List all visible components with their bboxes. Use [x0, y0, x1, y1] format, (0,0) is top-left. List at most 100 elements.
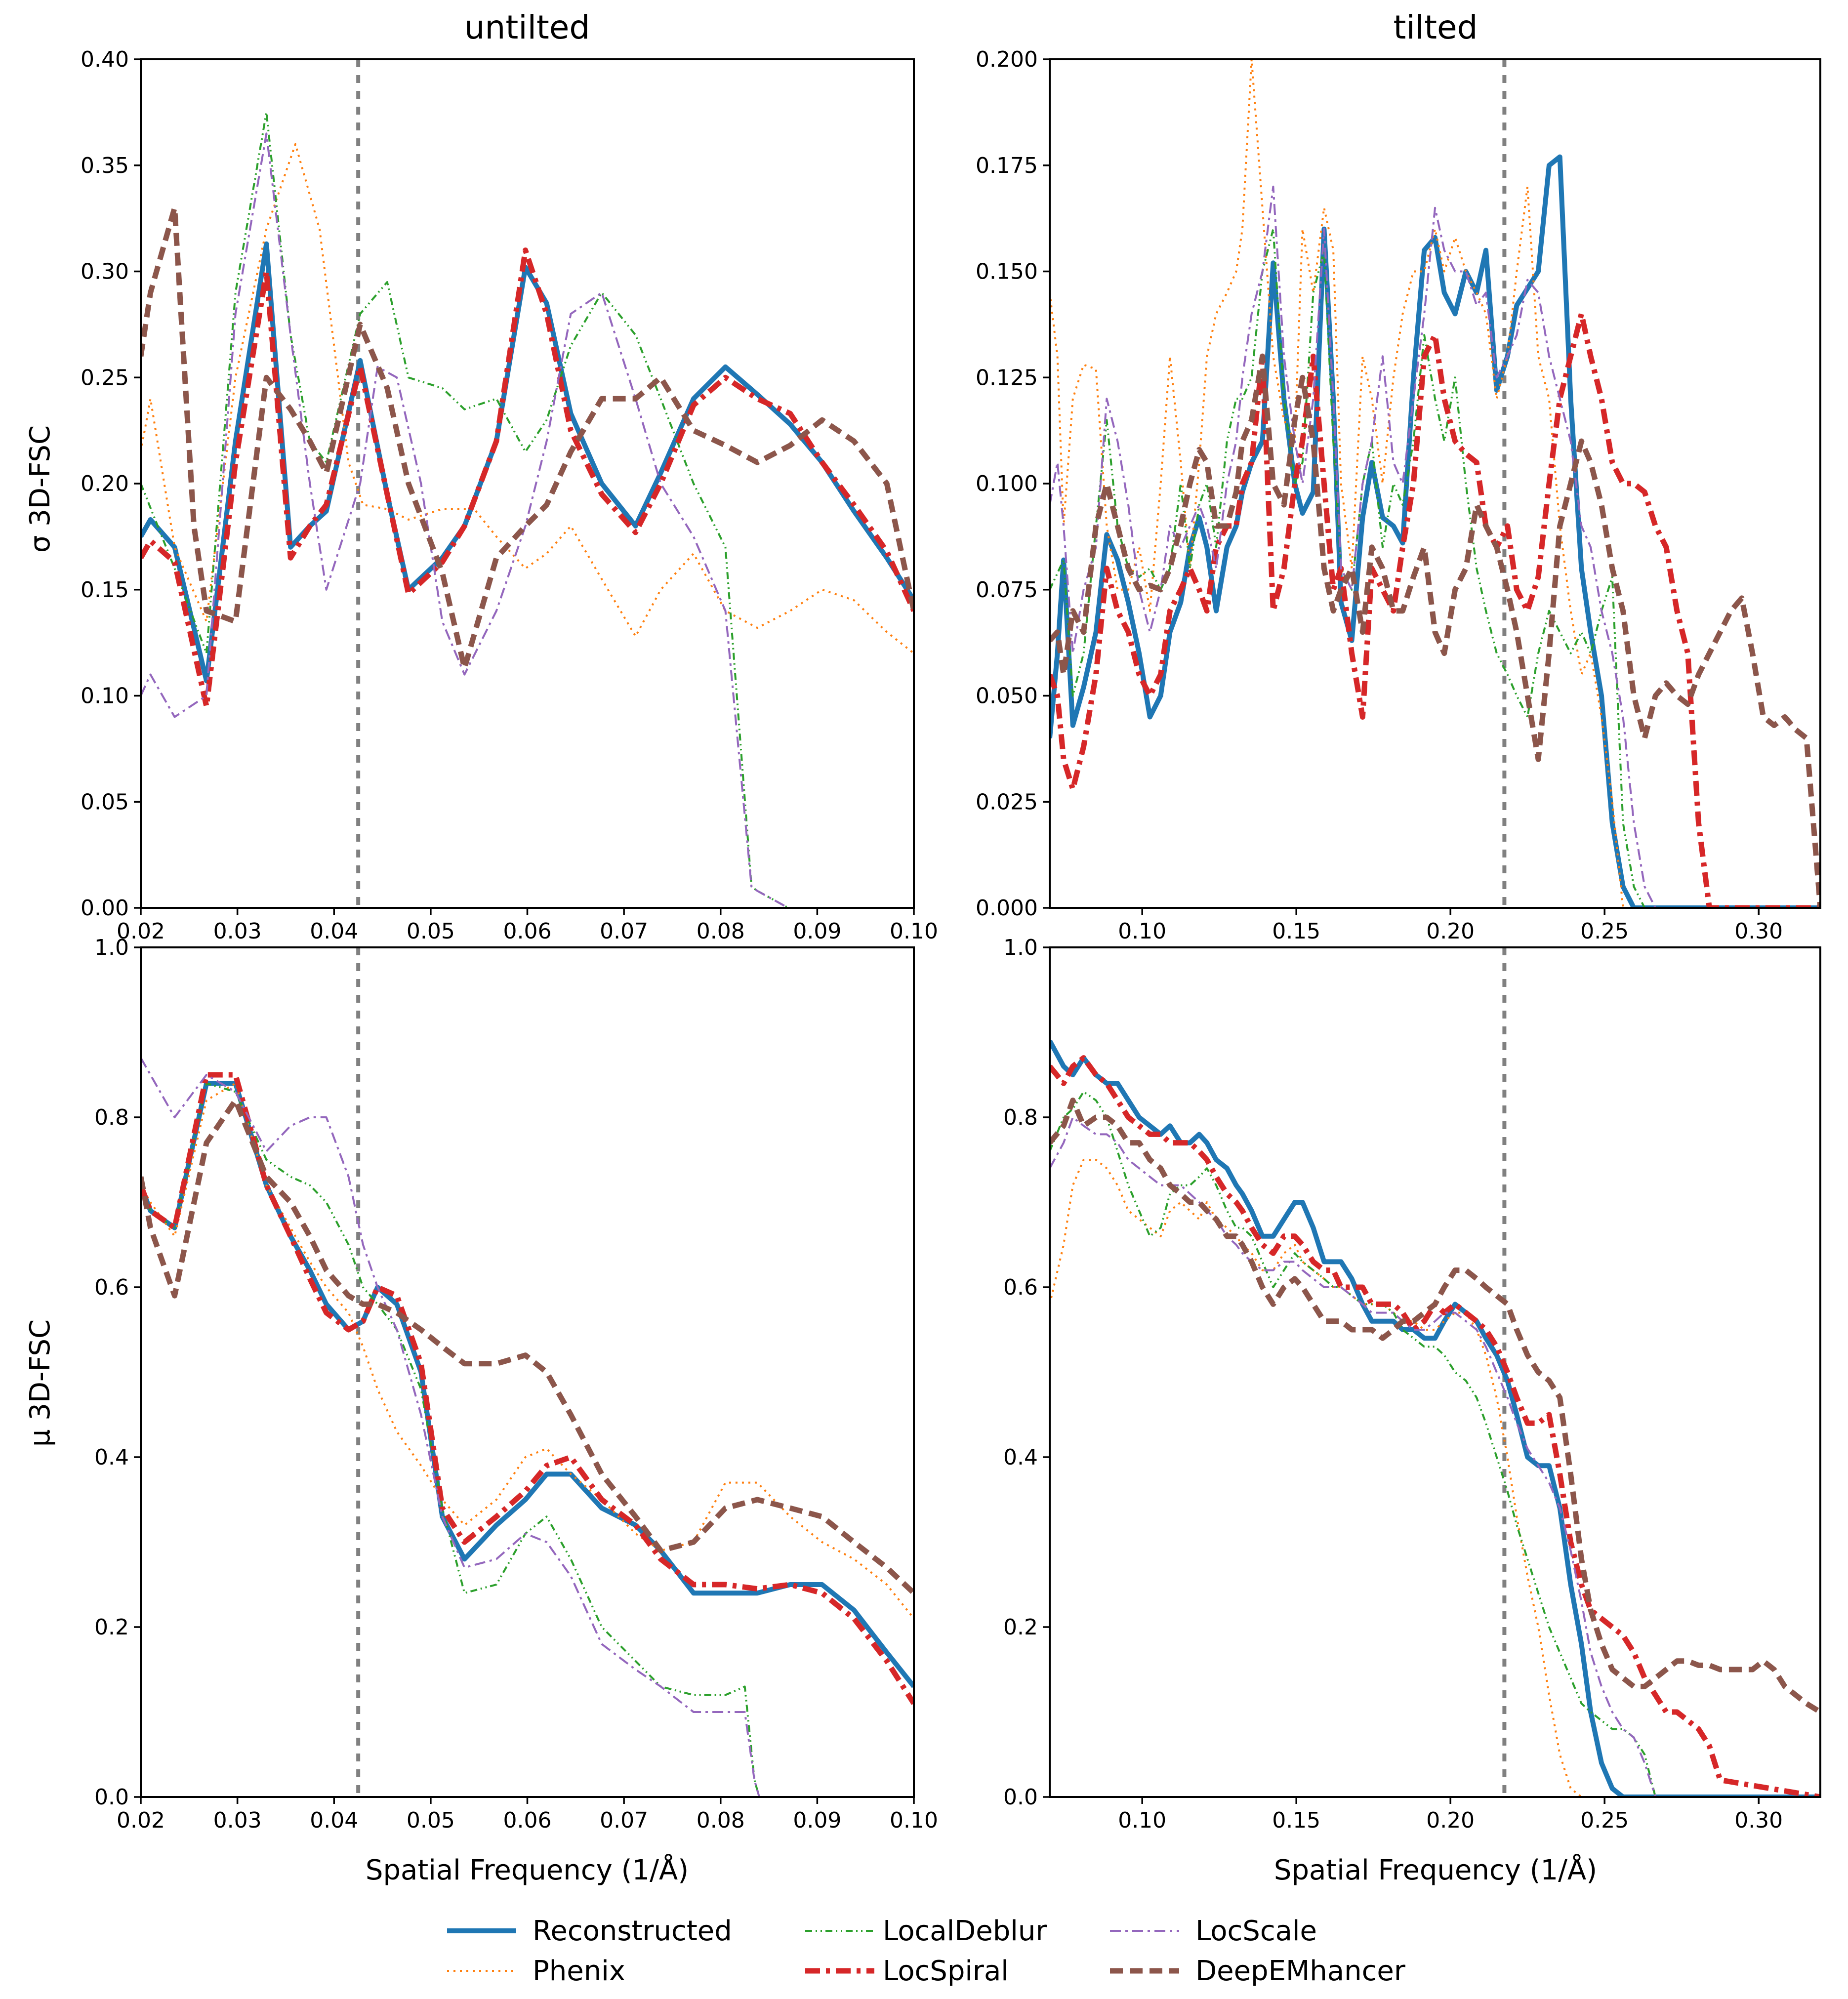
tick-layer: 0.02 0.03 0.04 0.05 0.06 0.07 0.08 0.09 0.10 0.00…	[81, 47, 938, 944]
x-tick-label: 0.07	[600, 1808, 648, 1833]
plot-frame	[140, 946, 915, 1798]
series-line-localdeblur	[141, 1082, 914, 1797]
legend-entry-deepemhancer: DeepEMhancer	[1110, 1955, 1406, 1987]
y-tick-label: 0.10	[81, 684, 129, 709]
series-line-deepemhancer	[141, 1098, 914, 1595]
panel-title-tilted: tilted	[1394, 8, 1478, 46]
panel-mu-untilted: μ 3D-FSC Spatial Frequency (1/Å) 0.02 0.0…	[24, 935, 938, 1886]
x-tick-label: 0.10	[890, 1808, 938, 1833]
x-tick-label: 0.25	[1580, 919, 1629, 944]
x-tick-label: 0.30	[1734, 1808, 1783, 1833]
y-tick-label: 0.075	[976, 577, 1038, 603]
y-tick-label: 0.175	[976, 153, 1038, 178]
series-line-localdeblur	[1050, 1091, 1820, 1797]
y-axis-label-sigma: σ 3D-FSC	[24, 425, 56, 553]
y-tick-label: 0.025	[976, 789, 1038, 815]
legend-label: Reconstructed	[533, 1915, 732, 1947]
tick-layer: 0.10 0.15 0.20 0.25 0.30 0.0 0.2 0.4 0.6 0.8 1.0	[1003, 935, 1783, 1833]
y-tick-label: 0.125	[976, 365, 1038, 390]
legend-label: LocSpiral	[883, 1955, 1009, 1987]
x-tick-label: 0.10	[890, 919, 938, 944]
y-tick-label: 0.25	[81, 365, 129, 390]
y-tick-label: 0.2	[94, 1615, 129, 1640]
legend-entry-locscale: LocScale	[1110, 1915, 1317, 1947]
x-tick-label: 0.15	[1272, 1808, 1320, 1833]
plot-frame	[140, 58, 915, 909]
series-line-phenix	[1050, 1159, 1820, 1797]
y-tick-label: 0.6	[1003, 1275, 1038, 1300]
series-line-deepemhancer	[1050, 1098, 1820, 1714]
x-tick-label: 0.02	[117, 919, 165, 944]
tick-layer: 0.02 0.03 0.04 0.05 0.06 0.07 0.08 0.09 0.100.00…	[94, 935, 938, 1833]
x-axis-label-left: Spatial Frequency (1/Å)	[366, 1854, 689, 1886]
y-tick-label: 0.000	[976, 896, 1038, 921]
x-tick-label: 0.10	[1118, 919, 1166, 944]
plot-frame	[1049, 58, 1821, 909]
x-tick-label: 0.07	[600, 919, 648, 944]
x-tick-label: 0.02	[117, 1808, 165, 1833]
legend-entry-phenix: Phenix	[447, 1955, 625, 1987]
x-tick-label: 0.08	[697, 919, 745, 944]
y-tick-label: 0.100	[976, 471, 1038, 496]
legend-label: LocalDeblur	[883, 1915, 1047, 1947]
x-tick-label: 0.20	[1426, 919, 1475, 944]
legend-entry-reconstructed: Reconstructed	[447, 1915, 732, 1947]
legend-entry-localdeblur: LocalDeblur	[805, 1915, 1047, 1947]
y-tick-label: 0.4	[94, 1445, 129, 1470]
y-tick-label: 0.00	[81, 896, 129, 921]
series-line-reconstructed	[141, 241, 914, 684]
x-tick-label: 0.20	[1426, 1808, 1475, 1833]
x-tick-label: 0.04	[310, 1808, 358, 1833]
series-line-deepemhancer	[141, 205, 914, 671]
x-tick-label: 0.03	[213, 1808, 262, 1833]
legend-label: LocScale	[1195, 1915, 1317, 1947]
series-line-reconstructed	[1050, 1039, 1820, 1797]
y-tick-label: 0.0	[1003, 1785, 1038, 1810]
series-line-locscale	[1050, 1116, 1820, 1797]
x-tick-label: 0.05	[407, 1808, 455, 1833]
series-line-locspiral	[1050, 311, 1820, 908]
y-tick-label: 0.35	[81, 153, 129, 178]
series-line-reconstructed	[1050, 154, 1820, 908]
series-layer	[141, 1057, 914, 1797]
legend-label: DeepEMhancer	[1195, 1955, 1406, 1987]
series-line-deepemhancer	[1050, 353, 1820, 908]
x-tick-label: 0.04	[310, 919, 358, 944]
y-tick-label: 0.150	[976, 259, 1038, 285]
series-line-locspiral	[141, 1072, 914, 1705]
legend-entry-locspiral: LocSpiral	[805, 1955, 1009, 1987]
y-tick-label: 0.30	[81, 259, 129, 285]
x-tick-label: 0.06	[503, 1808, 552, 1833]
series-layer	[141, 111, 914, 908]
x-tick-label: 0.25	[1580, 1808, 1629, 1833]
x-tick-label: 0.06	[503, 919, 552, 944]
y-tick-label: 1.0	[1003, 935, 1038, 960]
x-tick-label: 0.05	[407, 919, 455, 944]
series-line-locscale	[1050, 185, 1820, 908]
y-axis-label-mu: μ 3D-FSC	[24, 1319, 56, 1447]
series-line-locspiral	[1050, 1055, 1820, 1797]
series-layer	[1050, 59, 1820, 908]
panel-sigma-untilted: untilted σ 3D-FSC 0.02 0.03 0.04 0.05 0.06 0.…	[24, 8, 938, 944]
y-tick-label: 0.200	[976, 47, 1038, 72]
x-tick-label: 0.30	[1734, 919, 1783, 944]
x-tick-label: 0.09	[793, 1808, 841, 1833]
series-line-phenix	[141, 1082, 914, 1620]
x-tick-label: 0.03	[213, 919, 262, 944]
y-tick-label: 0.8	[1003, 1105, 1038, 1130]
y-tick-label: 0.0	[94, 1785, 129, 1810]
series-line-phenix	[141, 143, 914, 654]
panel-title-untilted: untilted	[464, 8, 590, 46]
y-tick-label: 0.05	[81, 789, 129, 815]
y-tick-label: 0.2	[1003, 1615, 1038, 1640]
series-line-localdeblur	[141, 111, 914, 908]
legend: Reconstructed Phenix LocalDeblur LocSpir…	[447, 1915, 1406, 1987]
x-tick-label: 0.15	[1272, 919, 1320, 944]
y-tick-label: 1.0	[94, 935, 129, 960]
y-tick-label: 0.8	[94, 1105, 129, 1130]
series-line-locspiral	[141, 247, 914, 709]
series-line-locscale	[141, 132, 914, 908]
x-tick-label: 0.09	[793, 919, 841, 944]
x-axis-label-right: Spatial Frequency (1/Å)	[1274, 1854, 1597, 1886]
